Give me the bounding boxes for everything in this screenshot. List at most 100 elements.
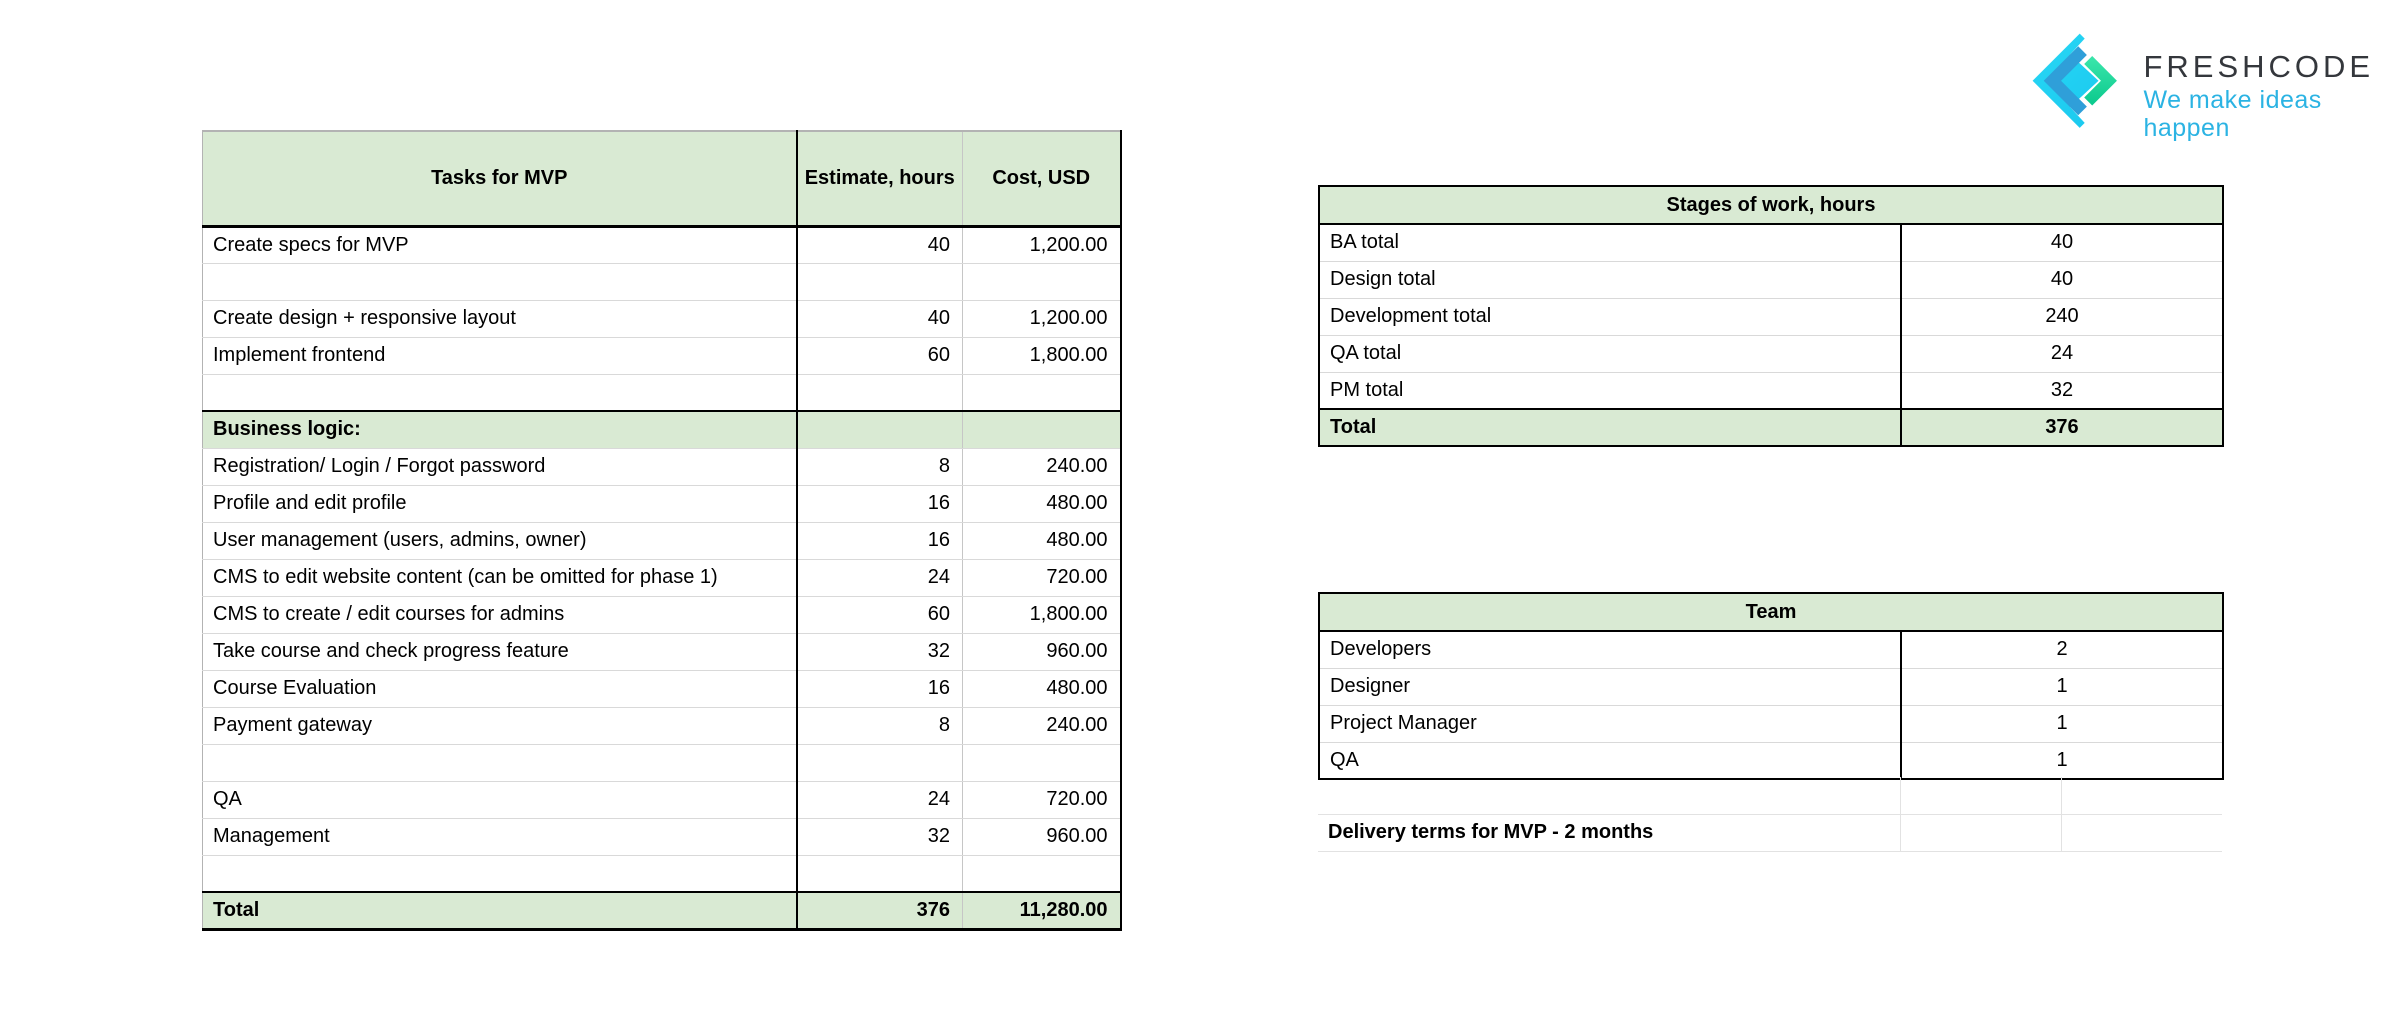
cost-cell <box>962 855 1121 893</box>
value-cell: 1 <box>1901 668 2224 706</box>
task-row: Implement frontend 60 1,800.00 <box>202 337 1121 375</box>
cost-cell: 1,800.00 <box>962 337 1121 375</box>
cost-cell: 960.00 <box>962 818 1121 856</box>
hours-cell: 8 <box>796 707 963 745</box>
hours-cell: 16 <box>796 670 963 708</box>
task-row: Take course and check progress feature 32… <box>202 633 1121 671</box>
cost-cell: 1,200.00 <box>962 226 1121 264</box>
data-row: Developers 2 <box>1319 631 2224 669</box>
task-cell <box>202 374 798 412</box>
cost-cell: 1,800.00 <box>962 596 1121 634</box>
task-cell: CMS to create / edit courses for admins <box>202 596 798 634</box>
cost-cell: 720.00 <box>962 559 1121 597</box>
task-row: Management 32 960.00 <box>202 818 1121 856</box>
empty-sheet-row <box>1318 777 2222 815</box>
hours-cell: 16 <box>796 522 963 560</box>
task-row: Payment gateway 8 240.00 <box>202 707 1121 745</box>
task-row: Create specs for MVP 40 1,200.00 <box>202 226 1121 264</box>
cost-cell: 480.00 <box>962 670 1121 708</box>
hours-cell: 40 <box>796 226 963 264</box>
value-cell: 240 <box>1901 298 2223 336</box>
label-cell: Project Manager <box>1319 705 1902 743</box>
task-row <box>202 263 1121 301</box>
task-cell: User management (users, admins, owner) <box>202 522 798 560</box>
task-row <box>202 374 1121 412</box>
hours-cell <box>796 263 963 301</box>
hours-cell: 24 <box>796 781 963 819</box>
value-cell: 1 <box>1901 705 2224 743</box>
tasks-header-title: Tasks for MVP <box>202 131 798 228</box>
hours-cell: 60 <box>796 337 963 375</box>
team-table: Team Developers 2 Designer 1 Project Manager… <box>1318 592 2225 780</box>
value-cell: 376 <box>1901 408 2223 447</box>
task-cell: Payment gateway <box>202 707 798 745</box>
hours-cell: 8 <box>796 448 963 486</box>
task-row: CMS to edit website content (can be omit… <box>202 559 1121 597</box>
cost-cell <box>962 744 1121 782</box>
hours-cell: 60 <box>796 596 963 634</box>
task-cell: Registration/ Login / Forgot password <box>202 448 798 486</box>
task-cell: CMS to edit website content (can be omit… <box>202 559 798 597</box>
team-header-row: Team <box>1319 593 2224 632</box>
label-cell: PM total <box>1319 372 1902 410</box>
data-row: QA total 24 <box>1319 335 2223 373</box>
hours-cell: 376 <box>796 891 963 931</box>
tasks-header-cost: Cost, USD <box>962 131 1121 228</box>
task-cell: Take course and check progress feature <box>202 633 798 671</box>
cost-cell <box>962 410 1121 449</box>
delivery-terms-text: Delivery terms for MVP - 2 months <box>1328 821 1654 843</box>
data-row: QA 1 <box>1319 742 2224 780</box>
task-cell: Profile and edit profile <box>202 485 798 523</box>
sheet-gridlines: Delivery terms for MVP - 2 months <box>1318 777 2222 852</box>
task-cell: Create specs for MVP <box>202 226 798 264</box>
cost-cell <box>962 374 1121 412</box>
task-row: Profile and edit profile 16 480.00 <box>202 485 1121 523</box>
hours-cell <box>796 410 963 449</box>
data-row: Development total 240 <box>1319 298 2223 336</box>
label-cell: Design total <box>1319 261 1902 299</box>
task-row: Registration/ Login / Forgot password 8 24… <box>202 448 1121 486</box>
task-row: Business logic: <box>202 410 1121 449</box>
cost-cell: 1,200.00 <box>962 300 1121 338</box>
task-cell: QA <box>202 781 798 819</box>
freshcode-logo-mark-icon <box>2032 33 2134 128</box>
data-row: BA total 40 <box>1319 224 2223 262</box>
task-cell: Business logic: <box>202 410 798 449</box>
logo-name: FRESHCODE <box>2143 49 2375 84</box>
logo-text-block: FRESHCODE We make ideas happen <box>2143 20 2400 143</box>
hours-cell: 40 <box>796 300 963 338</box>
task-cell: Management <box>202 818 798 856</box>
logo-tagline: We make ideas happen <box>2143 86 2322 142</box>
data-row: Total 376 <box>1319 408 2223 447</box>
tasks-header-estimate: Estimate, hours <box>796 131 963 228</box>
task-cell: Create design + responsive layout <box>202 300 798 338</box>
data-row: Designer 1 <box>1319 668 2224 706</box>
label-cell: Total <box>1319 408 1902 447</box>
task-row: QA 24 720.00 <box>202 781 1121 819</box>
cost-cell: 960.00 <box>962 633 1121 671</box>
hours-cell <box>796 744 963 782</box>
task-row <box>202 855 1121 893</box>
cost-cell: 240.00 <box>962 707 1121 745</box>
label-cell: Developers <box>1319 631 1902 669</box>
label-cell: Development total <box>1319 298 1902 336</box>
cost-cell: 11,280.00 <box>962 891 1121 931</box>
task-cell: Total <box>202 891 798 931</box>
label-cell: BA total <box>1319 224 1902 262</box>
hours-cell <box>796 374 963 412</box>
task-cell: Course Evaluation <box>202 670 798 708</box>
data-row: Project Manager 1 <box>1319 705 2224 743</box>
task-cell <box>202 263 798 301</box>
stages-header-row: Stages of work, hours <box>1319 186 2223 225</box>
task-row: Create design + responsive layout 40 1,200… <box>202 300 1121 338</box>
stages-title: Stages of work, hours <box>1319 186 2223 225</box>
cost-cell: 480.00 <box>962 522 1121 560</box>
hours-cell: 32 <box>796 818 963 856</box>
task-cell <box>202 744 798 782</box>
task-cell: Implement frontend <box>202 337 798 375</box>
task-row <box>202 744 1121 782</box>
value-cell: 24 <box>1901 335 2223 373</box>
task-row: User management (users, admins, owner) 16… <box>202 522 1121 560</box>
data-row: Design total 40 <box>1319 261 2223 299</box>
value-cell: 2 <box>1901 631 2224 669</box>
